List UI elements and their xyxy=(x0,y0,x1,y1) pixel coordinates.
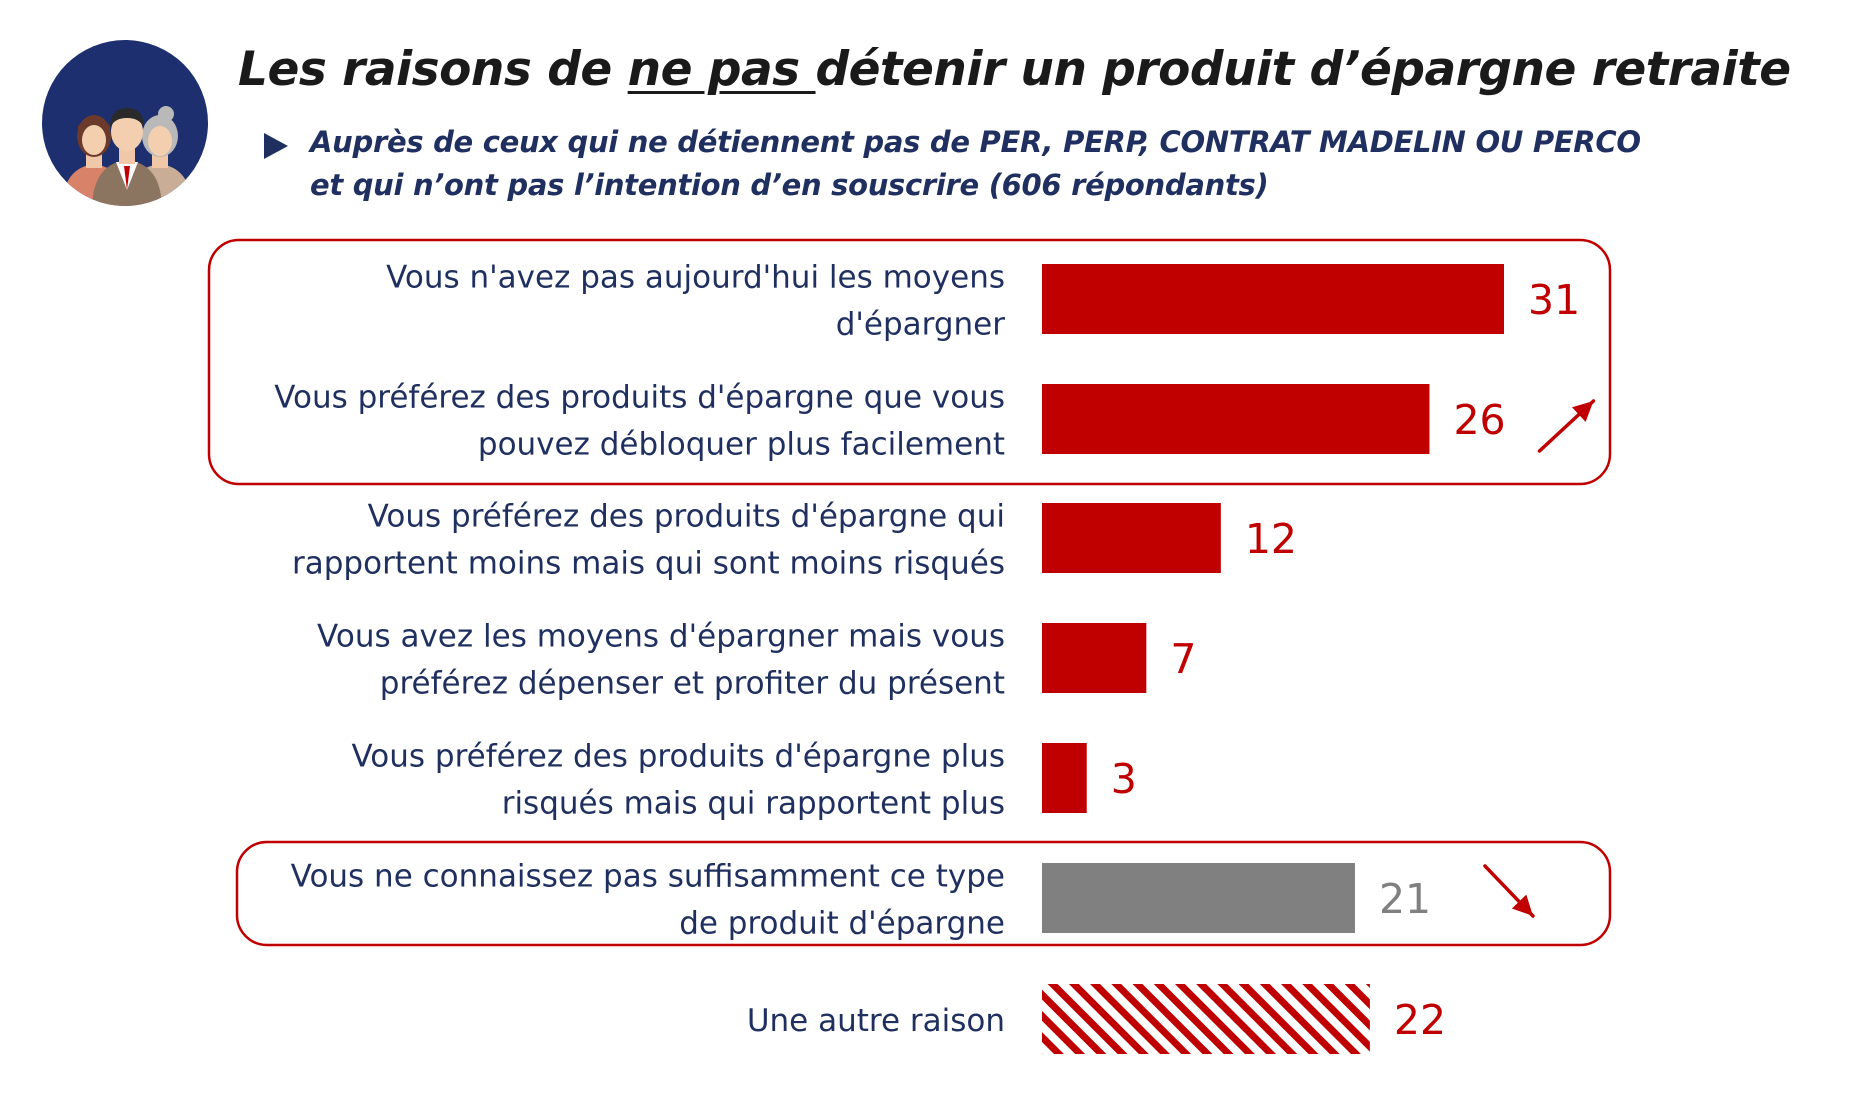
category-label-line: préférez dépenser et profiter du présent xyxy=(380,666,1005,702)
category-label-line: Vous préférez des produits d'épargne plu… xyxy=(351,739,1005,775)
category-label: Vous avez les moyens d'épargner mais vou… xyxy=(317,619,1005,702)
trend-up-arrowhead-icon xyxy=(1572,401,1594,422)
bar xyxy=(1042,503,1221,573)
trend-down-arrowhead-icon xyxy=(1511,894,1533,916)
subtitle-line-2: et qui n’ont pas l’intention d’en souscr… xyxy=(310,168,1269,202)
category-label-line: rapportent moins mais qui sont moins ris… xyxy=(292,546,1005,582)
category-label: Une autre raison xyxy=(747,1003,1005,1039)
value-label: 12 xyxy=(1245,515,1297,563)
category-label-line: Vous avez les moyens d'épargner mais vou… xyxy=(317,619,1005,655)
title-part-before: Les raisons de xyxy=(238,42,628,97)
category-label-line: Vous préférez des produits d'épargne que… xyxy=(274,380,1005,416)
people-avatar-icon xyxy=(42,40,208,206)
value-label: 26 xyxy=(1453,396,1505,444)
bar xyxy=(1042,384,1430,454)
value-label: 31 xyxy=(1528,276,1580,324)
value-label: 3 xyxy=(1111,755,1137,803)
highlight-frame xyxy=(207,238,1612,486)
category-label: Vous préférez des produits d'épargne que… xyxy=(274,380,1005,463)
category-label-line: Une autre raison xyxy=(747,1003,1005,1039)
title-part-underlined: ne pas xyxy=(627,42,816,97)
category-label-line: pouvez débloquer plus facilement xyxy=(478,427,1005,463)
triangle-bullet-icon xyxy=(264,133,288,159)
category-label: Vous préférez des produits d'épargne plu… xyxy=(351,739,1005,822)
category-label-line: d'épargner xyxy=(836,307,1006,343)
category-label-line: de produit d'épargne xyxy=(679,906,1005,942)
value-label: 7 xyxy=(1170,635,1196,683)
category-label: Vous n'avez pas aujourd'hui les moyens d'… xyxy=(386,260,1005,343)
title-part-after: détenir un produit d’épargne retraite xyxy=(815,42,1792,97)
page-title: Les raisons de ne pas détenir un produit… xyxy=(238,42,1798,97)
bar xyxy=(1042,743,1087,813)
value-label: 21 xyxy=(1379,875,1431,923)
bar xyxy=(1042,264,1504,334)
category-label-line: Vous ne connaissez pas suffisamment ce t… xyxy=(291,859,1005,895)
category-label-line: Vous préférez des produits d'épargne qui xyxy=(368,499,1005,535)
value-label: 22 xyxy=(1394,996,1446,1044)
bar xyxy=(1042,863,1355,933)
bar xyxy=(1042,623,1147,693)
category-label: Vous préférez des produits d'épargne qui… xyxy=(292,499,1005,582)
category-label-line: risqués mais qui rapportent plus xyxy=(502,786,1005,822)
category-label-line: Vous n'avez pas aujourd'hui les moyens xyxy=(386,260,1005,296)
bar xyxy=(1042,984,1370,1054)
subtitle: Auprès de ceux qui ne détiennent pas de … xyxy=(310,121,1710,207)
category-label: Vous ne connaissez pas suffisamment ce t… xyxy=(291,859,1005,942)
highlight-frame xyxy=(235,840,1612,947)
subtitle-line-1: Auprès de ceux qui ne détiennent pas de … xyxy=(310,125,1641,159)
